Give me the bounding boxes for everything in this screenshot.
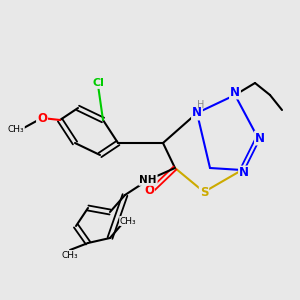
Text: O: O (37, 112, 47, 124)
Text: NH: NH (139, 175, 157, 185)
Text: H: H (197, 100, 205, 110)
Text: O: O (144, 184, 154, 196)
Text: CH₃: CH₃ (120, 217, 136, 226)
Text: S: S (200, 185, 208, 199)
Text: N: N (255, 131, 265, 145)
Text: N: N (192, 106, 202, 119)
Text: N: N (239, 167, 249, 179)
Text: CH₃: CH₃ (8, 125, 24, 134)
Text: N: N (230, 85, 240, 98)
Text: Cl: Cl (92, 78, 104, 88)
Text: CH₃: CH₃ (62, 250, 78, 260)
